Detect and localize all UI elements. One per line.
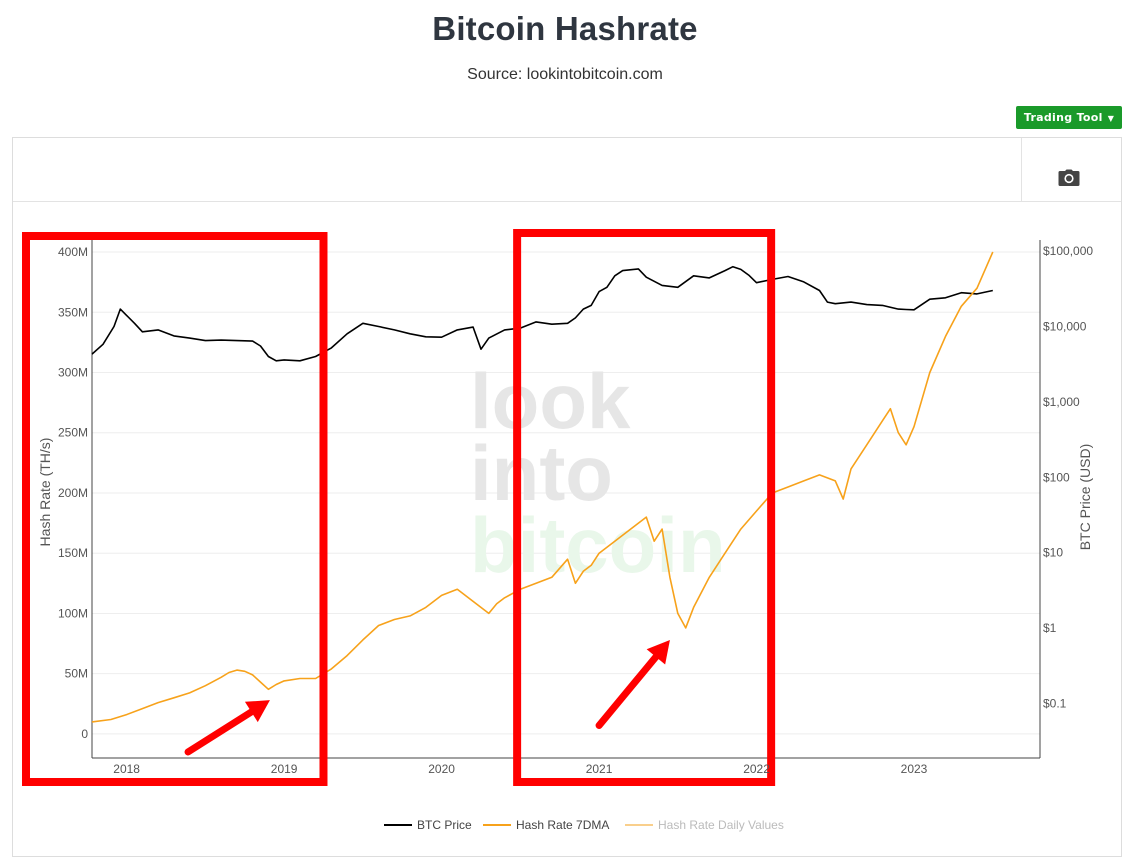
legend-label: Hash Rate 7DMA <box>516 818 609 832</box>
legend-label: BTC Price <box>417 818 472 832</box>
series-line-hash-rate-7dma <box>91 251 994 723</box>
trading-tool-button[interactable]: Trading Tool ▼ <box>1016 106 1122 129</box>
y2-axis-title: BTC Price (USD) <box>1077 444 1093 551</box>
watermark-look: look <box>470 357 631 445</box>
y2-tick-label: $100,000 <box>1043 244 1093 258</box>
caret-down-icon: ▼ <box>1107 114 1115 123</box>
chart-grid <box>92 251 1040 735</box>
x-tick-label: 2018 <box>113 762 140 776</box>
chart-panel <box>12 137 1122 857</box>
y-tick-label: 250M <box>58 426 88 440</box>
legend-item: Hash Rate 7DMA <box>483 818 609 832</box>
x-axis-ticks: 2018 2019 2020 2021 2022 2023 <box>113 762 927 776</box>
legend-label: Hash Rate Daily Values <box>658 818 784 832</box>
y-tick-label: 350M <box>58 305 88 319</box>
trading-tool-label: Trading Tool <box>1023 111 1103 124</box>
arrow-head <box>646 639 670 665</box>
arrow-head <box>244 700 270 723</box>
page-title: Bitcoin Hashrate <box>432 10 698 47</box>
x-tick-label: 2019 <box>271 762 298 776</box>
y2-tick-label: $100 <box>1043 470 1070 484</box>
camera-icon[interactable] <box>1057 168 1081 190</box>
page-subtitle: Source: lookintobitcoin.com <box>467 66 663 83</box>
chart-legend: BTC Price Hash Rate 7DMA Hash Rate Daily V… <box>384 818 784 832</box>
series-line-btc-price <box>91 265 993 362</box>
y-axis-title: Hash Rate (TH/s) <box>37 438 53 547</box>
red-arrow-3 <box>595 639 670 729</box>
y2-tick-label: $1 <box>1043 621 1057 635</box>
y-tick-label: 50M <box>65 667 88 681</box>
y-tick-label: 300M <box>58 366 88 380</box>
x-tick-label: 2020 <box>428 762 455 776</box>
arrow-shaft <box>184 708 255 756</box>
chart-toolbar <box>13 138 1121 202</box>
y-axis-ticks: 0 50M 100M 150M 200M 250M 300M 350M 400M <box>58 245 88 741</box>
watermark-bitcoin: bitcoin <box>470 501 726 589</box>
y2-tick-label: $10,000 <box>1043 319 1087 333</box>
y2-tick-label: $10 <box>1043 546 1063 560</box>
highlight-box-2 <box>513 229 776 786</box>
arrow-shaft <box>595 653 660 729</box>
x-tick-label: 2023 <box>901 762 928 776</box>
y2-tick-label: $1,000 <box>1043 395 1080 409</box>
chart-annotations <box>22 229 776 786</box>
toolbar-divider <box>1021 138 1022 201</box>
y-tick-label: 400M <box>58 245 88 259</box>
x-tick-label: 2021 <box>586 762 613 776</box>
red-arrow-2 <box>184 700 270 756</box>
y-tick-label: 100M <box>58 606 88 620</box>
legend-item: BTC Price <box>384 818 472 832</box>
x-tick-label: 2022 <box>743 762 770 776</box>
y2-tick-label: $0.1 <box>1043 697 1067 711</box>
watermark: look into bitcoin <box>470 357 726 589</box>
chart-axes <box>91 240 1041 759</box>
y-tick-label: 150M <box>58 546 88 560</box>
watermark-into: into <box>470 429 613 517</box>
y-tick-label: 0 <box>81 727 88 741</box>
legend-item: Hash Rate Daily Values <box>625 818 784 832</box>
y-tick-label: 200M <box>58 486 88 500</box>
chart-series <box>91 251 994 723</box>
highlight-box-1 <box>22 232 328 786</box>
y2-axis-ticks: $0.1 $1 $10 $100 $1,000 $10,000 $100,000 <box>1043 244 1093 711</box>
hashrate-chart: look into bitcoin 2018 2019 2020 2021 2022 20… <box>22 229 1093 832</box>
